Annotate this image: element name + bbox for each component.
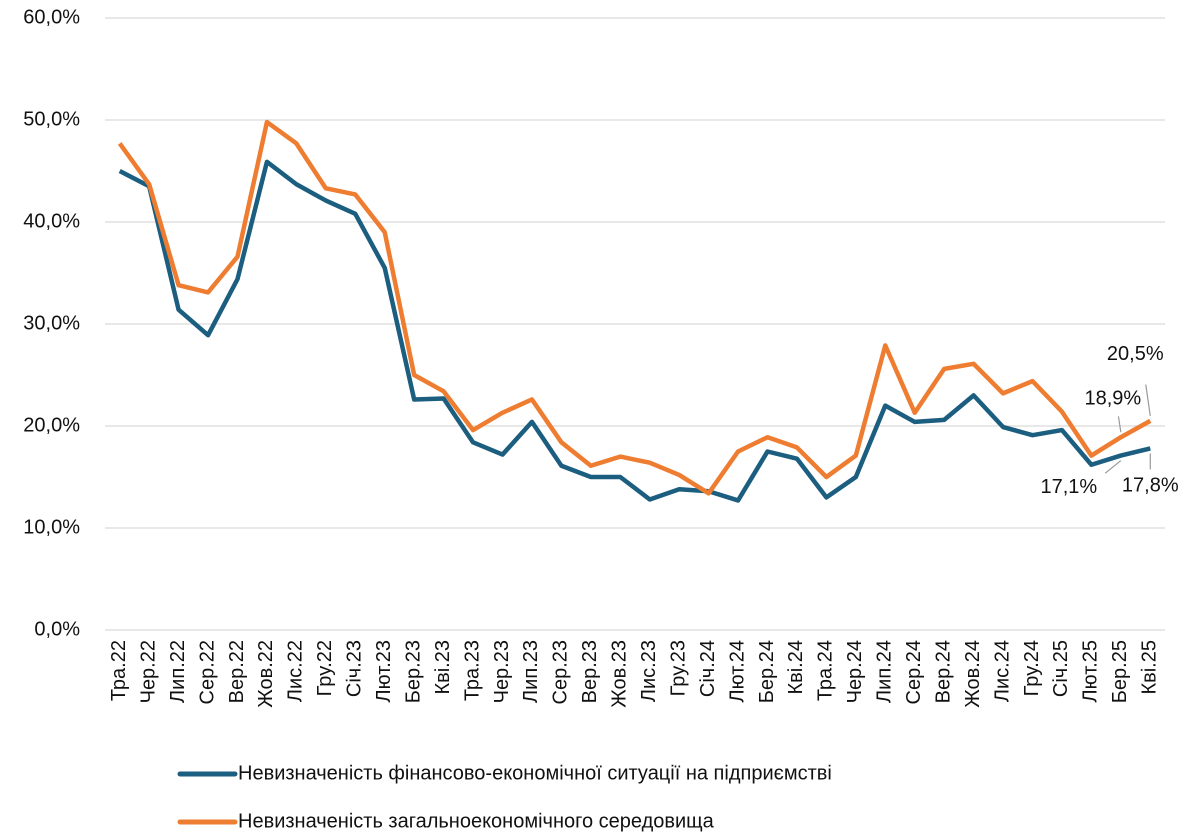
x-tick-label: Жов.23 — [609, 640, 631, 708]
x-tick-label: Кві.25 — [1139, 640, 1161, 695]
x-tick-label: Січ.24 — [697, 640, 719, 697]
x-tick-label: Лют.23 — [373, 640, 395, 702]
x-tick-label: Гру.24 — [1021, 640, 1043, 696]
x-tick-label: Лют.25 — [1080, 640, 1102, 702]
leader-line — [1104, 460, 1122, 474]
x-tick-label: Гру.22 — [314, 640, 336, 696]
x-tick-label: Чер.22 — [137, 640, 159, 703]
x-tick-label: Сер.22 — [196, 640, 218, 705]
series-line — [118, 159, 1151, 503]
x-tick-label: Лис.23 — [638, 640, 660, 702]
x-tick-label: Тра.24 — [815, 640, 837, 701]
x-tick-label: Лип.23 — [520, 640, 542, 703]
series-line — [117, 119, 1152, 496]
y-tick-label: 50,0% — [23, 108, 80, 130]
x-tick-label: Січ.23 — [344, 640, 366, 697]
x-tick-label: Сер.24 — [903, 640, 925, 705]
legend-label: Невизначеність фінансово-економічної сит… — [238, 762, 832, 784]
x-tick-label: Гру.23 — [667, 640, 689, 696]
x-tick-label: Тра.23 — [461, 640, 483, 701]
x-tick-label: Вер.24 — [932, 640, 954, 703]
x-tick-label: Бер.25 — [1109, 640, 1131, 703]
x-tick-label: Чер.24 — [844, 640, 866, 703]
x-tick-label: Жов.24 — [962, 640, 984, 708]
data-label: 18,9% — [1084, 388, 1141, 410]
x-tick-label: Тра.22 — [108, 640, 130, 701]
legend-label: Невизначеність загальноекономічного сере… — [238, 810, 715, 832]
data-label: 17,1% — [1040, 476, 1097, 498]
x-tick-label: Жов.22 — [255, 640, 277, 708]
x-tick-label: Кві.24 — [785, 640, 807, 695]
x-tick-label: Лис.24 — [991, 640, 1013, 702]
x-tick-label: Лип.24 — [874, 640, 896, 703]
x-tick-label: Вер.22 — [226, 640, 248, 703]
leader-line — [1145, 384, 1151, 416]
y-tick-label: 10,0% — [23, 516, 80, 538]
x-tick-label: Бер.24 — [756, 640, 778, 703]
data-label: 17,8% — [1122, 475, 1179, 497]
x-tick-label: Лип.22 — [167, 640, 189, 703]
x-tick-label: Кві.23 — [432, 640, 454, 695]
x-tick-label: Чер.23 — [491, 640, 513, 703]
x-tick-label: Бер.23 — [402, 640, 424, 703]
x-tick-label: Лис.22 — [285, 640, 307, 702]
leader-line — [1117, 416, 1122, 433]
x-tick-label: Сер.23 — [550, 640, 572, 705]
x-tick-label: Січ.25 — [1050, 640, 1072, 697]
y-tick-label: 60,0% — [23, 6, 80, 28]
x-tick-label: Лют.24 — [726, 640, 748, 702]
y-tick-label: 30,0% — [23, 312, 80, 334]
y-tick-label: 0,0% — [34, 618, 80, 640]
y-tick-label: 40,0% — [23, 210, 80, 232]
x-tick-label: Вер.23 — [579, 640, 601, 703]
y-tick-label: 20,0% — [23, 414, 80, 436]
data-label: 20,5% — [1107, 343, 1164, 365]
